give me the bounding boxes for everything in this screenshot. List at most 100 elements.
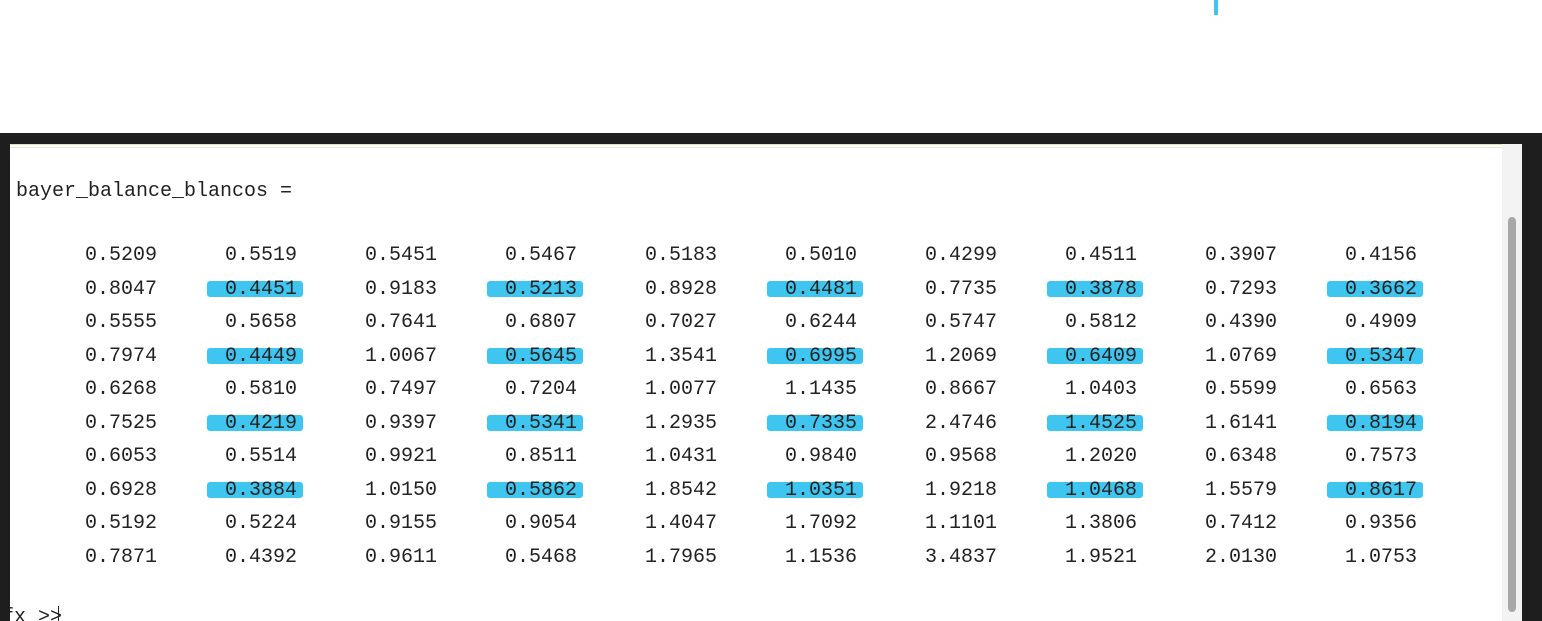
matrix-cell: 0.6268 bbox=[84, 378, 157, 401]
command-window[interactable]: bayer_balance_blancos = 0.5209 0.5519 0.54… bbox=[10, 144, 1522, 621]
matrix-cell: 0.9397 bbox=[364, 411, 437, 435]
matrix-cell: 0.5514 bbox=[224, 445, 297, 468]
matrix-cell: 0.7525 bbox=[84, 411, 157, 435]
matrix-cell: 0.7871 bbox=[84, 545, 157, 569]
matrix-cell: 0.5555 bbox=[84, 311, 157, 334]
matrix-cell: 0.8928 bbox=[644, 277, 717, 301]
matrix-cell: 0.6053 bbox=[84, 445, 157, 468]
highlight-mark bbox=[487, 347, 583, 364]
matrix-cell: 1.4525 bbox=[1064, 411, 1137, 435]
highlight-mark bbox=[207, 414, 303, 431]
matrix-cell: 0.3884 bbox=[224, 478, 297, 502]
matrix-cell: 1.2935 bbox=[644, 411, 717, 435]
matrix-cell: 0.6348 bbox=[1204, 445, 1277, 468]
console-divider bbox=[10, 147, 1522, 148]
matrix-cell: 0.5468 bbox=[504, 545, 577, 569]
matrix-cell: 0.7412 bbox=[1204, 512, 1277, 535]
matrix-cell: 1.2020 bbox=[1064, 445, 1137, 468]
matrix-cell: 1.5579 bbox=[1204, 478, 1277, 502]
matrix-cell: 0.4481 bbox=[784, 277, 857, 301]
matrix-cell: 3.4837 bbox=[924, 545, 997, 569]
vertical-scrollbar[interactable] bbox=[1502, 144, 1522, 621]
highlight-mark bbox=[487, 414, 583, 431]
matrix-cell: 0.7027 bbox=[644, 311, 717, 334]
matrix-cell: 1.0403 bbox=[1064, 378, 1137, 401]
matrix-cell: 1.0351 bbox=[784, 478, 857, 502]
matrix-cell: 0.4511 bbox=[1064, 244, 1137, 267]
matrix-cell: 0.6995 bbox=[784, 344, 857, 368]
matrix-cell: 0.6563 bbox=[1344, 378, 1417, 401]
top-cursor-mark bbox=[1214, 0, 1218, 15]
matrix-cell: 0.4299 bbox=[924, 244, 997, 267]
matrix-cell: 1.0067 bbox=[364, 344, 437, 368]
matrix-cell: 0.9054 bbox=[504, 512, 577, 535]
matrix-cell: 0.7641 bbox=[364, 311, 437, 334]
matrix-cell: 0.5747 bbox=[924, 311, 997, 334]
matrix-cell: 0.5599 bbox=[1204, 378, 1277, 401]
matrix-cell: 1.7092 bbox=[784, 512, 857, 535]
matrix-cell: 1.0431 bbox=[644, 445, 717, 468]
matrix-cell: 0.7497 bbox=[364, 378, 437, 401]
matrix-cell: 1.0150 bbox=[364, 478, 437, 502]
matrix-cell: 0.5192 bbox=[84, 512, 157, 535]
matrix-cell: 0.6928 bbox=[84, 478, 157, 502]
matrix-cell: 0.5645 bbox=[504, 344, 577, 368]
highlight-mark bbox=[1327, 280, 1423, 297]
highlight-mark bbox=[767, 347, 863, 364]
matrix-cell: 1.2069 bbox=[924, 344, 997, 368]
matrix-cell: 0.4449 bbox=[224, 344, 297, 368]
matrix-cell: 1.3806 bbox=[1064, 512, 1137, 535]
highlight-mark bbox=[1327, 414, 1423, 431]
highlight-mark bbox=[767, 414, 863, 431]
matrix-cell: 0.5467 bbox=[504, 244, 577, 267]
highlight-mark bbox=[767, 280, 863, 297]
matrix-cell: 0.5810 bbox=[224, 378, 297, 401]
matrix-cell: 0.6244 bbox=[784, 311, 857, 334]
matrix-cell: 1.4047 bbox=[644, 512, 717, 535]
matrix-cell: 0.9183 bbox=[364, 277, 437, 301]
highlight-mark bbox=[1047, 414, 1143, 431]
matrix-cell: 0.8667 bbox=[924, 378, 997, 401]
highlight-mark bbox=[207, 481, 303, 498]
highlight-mark bbox=[1047, 481, 1143, 498]
highlight-mark bbox=[207, 347, 303, 364]
matrix-cell: 1.0769 bbox=[1204, 344, 1277, 368]
matrix-cell: 0.9611 bbox=[364, 545, 437, 569]
matrix-cell: 0.6409 bbox=[1064, 344, 1137, 368]
matrix-cell: 0.5341 bbox=[504, 411, 577, 435]
matrix-cell: 1.1435 bbox=[784, 378, 857, 401]
command-prompt[interactable]: fx >> bbox=[10, 606, 63, 621]
highlight-mark bbox=[767, 481, 863, 498]
matrix-cell: 0.5812 bbox=[1064, 311, 1137, 334]
matrix-cell: 0.6807 bbox=[504, 311, 577, 334]
matrix-cell: 1.7965 bbox=[644, 545, 717, 569]
matrix-cell: 2.4746 bbox=[924, 411, 997, 435]
matrix-cell: 1.3541 bbox=[644, 344, 717, 368]
matrix-cell: 0.7335 bbox=[784, 411, 857, 435]
matrix-cell: 0.5183 bbox=[644, 244, 717, 267]
matrix-cell: 0.3878 bbox=[1064, 277, 1137, 301]
matrix-cell: 0.3662 bbox=[1344, 277, 1417, 301]
matrix-cell: 0.5862 bbox=[504, 478, 577, 502]
matrix-cell: 0.4909 bbox=[1344, 311, 1417, 334]
matrix-cell: 0.4392 bbox=[224, 545, 297, 569]
matrix-cell: 0.9155 bbox=[364, 512, 437, 535]
matrix-cell: 0.5658 bbox=[224, 311, 297, 334]
matrix-cell: 1.1536 bbox=[784, 545, 857, 569]
matrix-cell: 0.8194 bbox=[1344, 411, 1417, 435]
matlab-command-window-frame: bayer_balance_blancos = 0.5209 0.5519 0.54… bbox=[0, 133, 1542, 621]
matrix-cell: 0.8617 bbox=[1344, 478, 1417, 502]
text-caret bbox=[58, 606, 59, 621]
matrix-cell: 1.9521 bbox=[1064, 545, 1137, 569]
matrix-cell: 0.4451 bbox=[224, 277, 297, 301]
matrix-cell: 0.7293 bbox=[1204, 277, 1277, 301]
matrix-cell: 0.9921 bbox=[364, 445, 437, 468]
matrix-cell: 2.0130 bbox=[1204, 545, 1277, 569]
scrollbar-thumb[interactable] bbox=[1508, 217, 1516, 612]
matrix-cell: 0.9840 bbox=[784, 445, 857, 468]
highlight-mark bbox=[1047, 280, 1143, 297]
matrix-cell: 0.8047 bbox=[84, 277, 157, 301]
matrix-cell: 0.5519 bbox=[224, 244, 297, 267]
matrix-cell: 1.0753 bbox=[1344, 545, 1417, 569]
matrix-cell: 0.8511 bbox=[504, 445, 577, 468]
